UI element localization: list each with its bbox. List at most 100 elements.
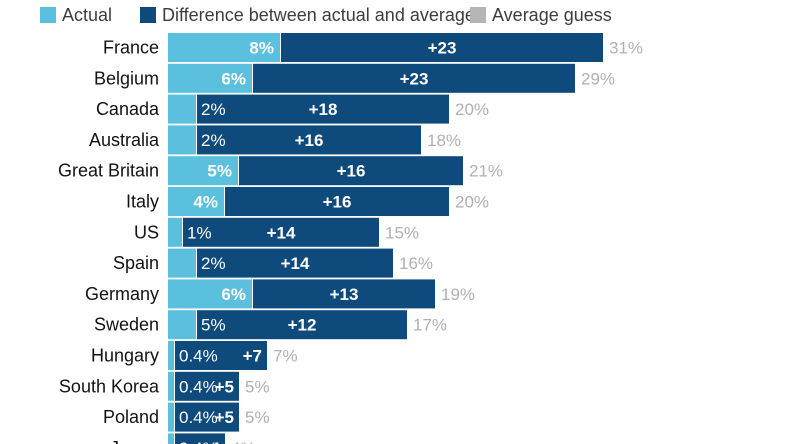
bar-difference bbox=[197, 248, 393, 278]
label-actual: 6% bbox=[221, 285, 246, 304]
category-label: Canada bbox=[96, 99, 160, 119]
bar-difference bbox=[175, 433, 225, 444]
row-sweden: Sweden 5% +12 17% bbox=[94, 310, 447, 340]
label-difference: +5 bbox=[215, 408, 234, 427]
label-average: 15% bbox=[385, 223, 419, 242]
label-difference: +7 bbox=[243, 347, 262, 366]
label-actual: 0.4% bbox=[179, 439, 218, 444]
label-actual: 0.4% bbox=[179, 347, 218, 366]
bar-actual bbox=[168, 187, 224, 216]
label-average: 4% bbox=[231, 439, 256, 444]
row-canada: Canada 2% +18 20% bbox=[96, 94, 489, 124]
label-difference: +16 bbox=[295, 131, 324, 150]
label-actual: 2% bbox=[201, 254, 226, 273]
row-poland: Poland 0.4%+5 5% bbox=[103, 402, 270, 432]
bar-difference bbox=[175, 371, 239, 401]
legend-swatch-difference bbox=[140, 7, 156, 23]
label-difference: +23 bbox=[428, 39, 457, 58]
row-south-korea: South Korea 0.4%+5 5% bbox=[59, 371, 270, 401]
bar-difference bbox=[175, 402, 239, 432]
category-label: Australia bbox=[89, 130, 160, 150]
bar-actual bbox=[168, 217, 182, 247]
row-hungary: Hungary 0.4% +7 7% bbox=[91, 341, 298, 370]
bar-difference bbox=[253, 279, 435, 309]
label-actual: 2% bbox=[201, 131, 226, 150]
label-actual: 4% bbox=[193, 193, 218, 212]
category-label: Japan bbox=[110, 438, 159, 444]
label-average: 20% bbox=[455, 193, 489, 212]
row-spain: Spain 2% +14 16% bbox=[113, 248, 433, 278]
bar-difference bbox=[225, 187, 449, 216]
label-actual: 5% bbox=[201, 316, 226, 335]
label-average: 5% bbox=[245, 377, 270, 396]
row-japan: Japan 0.4%+4 4% bbox=[110, 433, 256, 444]
category-label: South Korea bbox=[59, 376, 160, 396]
label-average: 18% bbox=[427, 131, 461, 150]
bar-actual bbox=[168, 125, 196, 155]
label-difference: +16 bbox=[323, 193, 352, 212]
bar-actual bbox=[168, 94, 196, 124]
bar-actual bbox=[168, 433, 174, 444]
bar-actual bbox=[168, 341, 174, 370]
label-average: 16% bbox=[399, 254, 433, 273]
bar-actual bbox=[168, 371, 174, 401]
label-average: 21% bbox=[469, 162, 503, 181]
row-great-britain: Great Britain 5% +16 21% bbox=[58, 156, 503, 186]
bar-actual bbox=[168, 33, 280, 62]
label-difference: +16 bbox=[337, 162, 366, 181]
label-difference: +12 bbox=[288, 316, 317, 335]
bar-actual bbox=[168, 156, 238, 186]
label-average: 7% bbox=[273, 347, 298, 366]
label-average: 19% bbox=[441, 285, 475, 304]
legend-swatch-actual bbox=[40, 7, 56, 23]
bar-difference bbox=[175, 341, 267, 370]
bar-difference bbox=[197, 125, 421, 155]
category-label: Hungary bbox=[91, 346, 159, 366]
row-france: France 8% +23 31% bbox=[103, 33, 643, 62]
category-label: Germany bbox=[85, 284, 159, 304]
category-label: Poland bbox=[103, 407, 159, 427]
label-average: 29% bbox=[581, 69, 615, 88]
bar-difference bbox=[281, 33, 603, 62]
category-label: US bbox=[134, 222, 159, 242]
category-label: Spain bbox=[113, 253, 159, 273]
category-label: Sweden bbox=[94, 315, 159, 335]
bar-difference bbox=[239, 156, 463, 186]
bar-actual bbox=[168, 402, 174, 432]
row-us: US 1% +14 15% bbox=[134, 217, 419, 247]
label-average: 17% bbox=[413, 316, 447, 335]
label-difference: +5 bbox=[215, 377, 234, 396]
bar-actual bbox=[168, 279, 252, 309]
bars: France 8% +23 31% Belgium 6% +23 29% Canada 2% +18… bbox=[58, 33, 643, 444]
label-difference: +23 bbox=[400, 69, 429, 88]
legend-swatch-average bbox=[470, 7, 486, 23]
category-label: Italy bbox=[126, 192, 159, 212]
label-average: 31% bbox=[609, 39, 643, 58]
label-actual: 0.4% bbox=[179, 377, 218, 396]
row-italy: Italy 4% +16 20% bbox=[126, 187, 489, 216]
label-actual: 8% bbox=[249, 39, 274, 58]
bar-difference bbox=[197, 310, 407, 340]
legend: Actual Difference between actual and aver… bbox=[40, 5, 612, 25]
legend-label-average: Average guess bbox=[492, 5, 612, 25]
category-label: France bbox=[103, 38, 159, 58]
bar-actual bbox=[168, 310, 196, 340]
bar-difference bbox=[183, 217, 379, 247]
label-average: 20% bbox=[455, 100, 489, 119]
row-germany: Germany 6% +13 19% bbox=[85, 279, 475, 309]
label-actual: 5% bbox=[207, 162, 232, 181]
bar-actual bbox=[168, 63, 252, 93]
legend-label-difference: Difference between actual and average bbox=[162, 5, 475, 25]
label-difference: +18 bbox=[309, 100, 338, 119]
label-actual: 2% bbox=[201, 100, 226, 119]
label-average: 5% bbox=[245, 408, 270, 427]
row-australia: Australia 2% +16 18% bbox=[89, 125, 461, 155]
label-actual: 6% bbox=[221, 69, 246, 88]
row-belgium: Belgium 6% +23 29% bbox=[94, 63, 615, 93]
bar-difference bbox=[253, 63, 575, 93]
legend-label-actual: Actual bbox=[62, 5, 112, 25]
label-difference: +14 bbox=[281, 254, 310, 273]
label-actual: 0.4% bbox=[179, 408, 218, 427]
label-actual: 1% bbox=[187, 223, 212, 242]
